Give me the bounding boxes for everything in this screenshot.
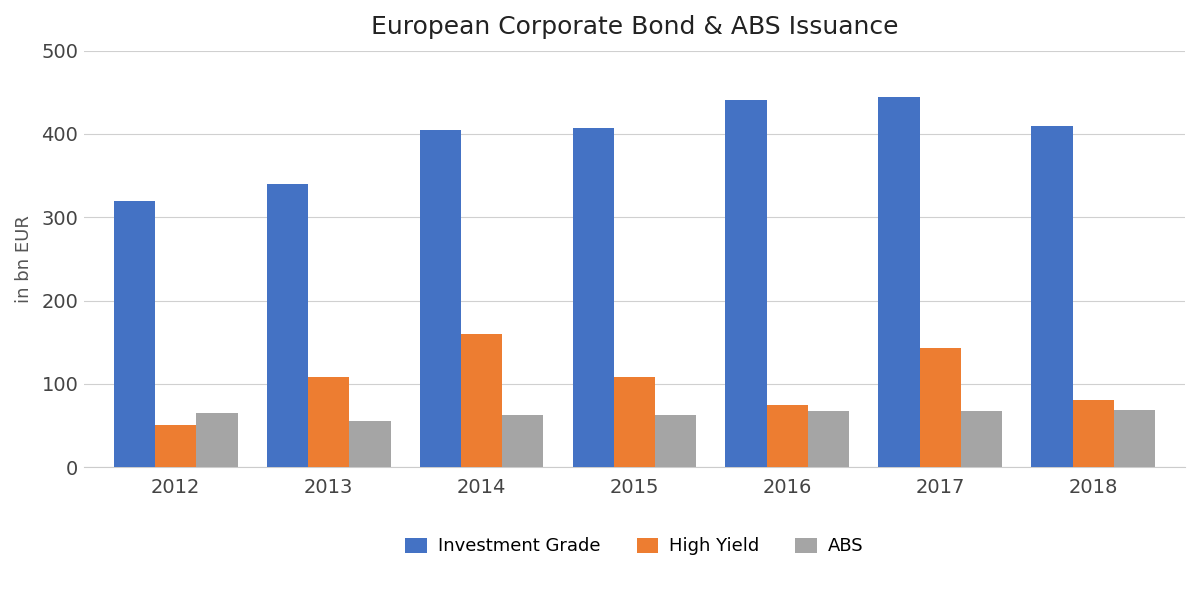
- Y-axis label: in bn EUR: in bn EUR: [14, 215, 32, 303]
- Bar: [155, 426, 197, 467]
- Bar: [266, 184, 308, 467]
- Bar: [767, 405, 808, 467]
- Bar: [961, 411, 1002, 467]
- Bar: [1073, 400, 1114, 467]
- Bar: [613, 377, 655, 467]
- Bar: [114, 201, 155, 467]
- Bar: [808, 411, 850, 467]
- Bar: [726, 100, 767, 467]
- Bar: [502, 415, 544, 467]
- Bar: [197, 413, 238, 467]
- Bar: [1114, 410, 1156, 467]
- Bar: [572, 128, 613, 467]
- Bar: [461, 334, 502, 467]
- Bar: [919, 348, 961, 467]
- Bar: [1031, 126, 1073, 467]
- Title: European Corporate Bond & ABS Issuance: European Corporate Bond & ABS Issuance: [371, 15, 898, 39]
- Bar: [420, 130, 461, 467]
- Bar: [878, 97, 919, 467]
- Legend: Investment Grade, High Yield, ABS: Investment Grade, High Yield, ABS: [398, 530, 871, 562]
- Bar: [655, 415, 696, 467]
- Bar: [349, 421, 390, 467]
- Bar: [308, 377, 349, 467]
